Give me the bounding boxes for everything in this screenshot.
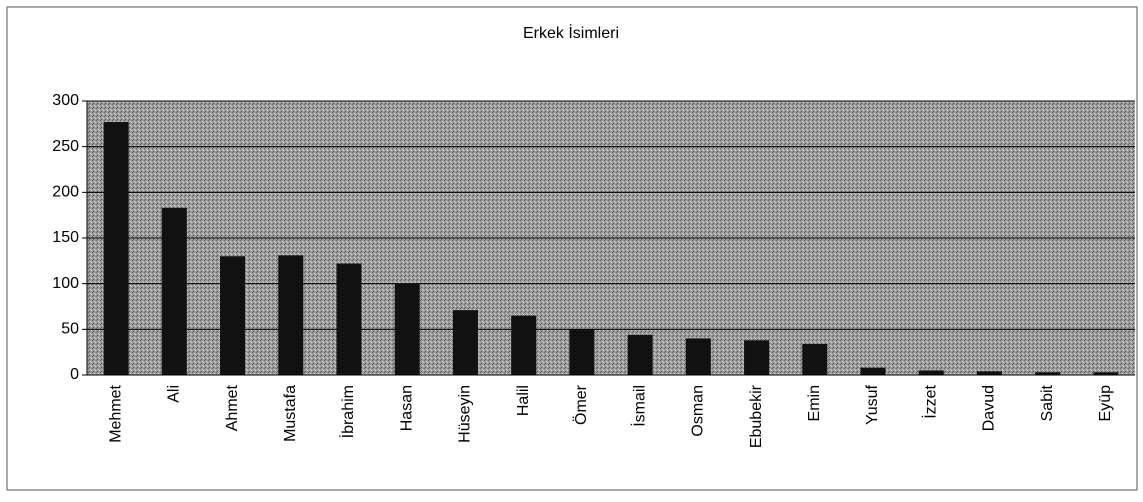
x-tick-label: Ömer [572,384,590,425]
bar [744,340,770,375]
x-tick-label: Ali [166,385,183,403]
y-tick-label: 250 [52,138,79,155]
bar [452,310,478,375]
x-tick-label: Ebubekir [748,384,765,448]
bar [685,338,711,375]
x-tick-label: Sabit [1039,384,1056,421]
y-tick-label: 300 [52,92,79,109]
bar [627,334,653,375]
bar [802,343,828,375]
bar [976,371,1002,375]
bar [511,315,537,375]
x-tick-label: İzzet [920,384,939,418]
y-tick-label: 0 [70,366,79,383]
x-tick-label: Mehmet [107,384,124,442]
x-tick-label: Osman [690,385,707,437]
y-tick-label: 150 [52,229,79,246]
bar [220,256,246,375]
bar [161,207,187,375]
x-tick-label: Hüseyin [457,385,474,443]
x-tick-label: Mustafa [282,385,299,442]
x-tick-label: İbrahim [338,385,357,438]
chart-title: Erkek İsimleri [523,23,619,42]
x-tick-label: Eyüp [1097,385,1114,422]
x-tick-label: İsmail [629,385,648,427]
x-tick-label: Yusuf [864,384,881,425]
bar [103,122,129,375]
bar [918,370,944,375]
bar [278,255,304,375]
x-tick-label: Halil [515,385,532,416]
bar [1093,372,1119,375]
bar [569,329,595,375]
bar [394,283,420,375]
bar [1035,372,1061,375]
y-tick-label: 50 [61,321,79,338]
x-tick-label: Ahmet [224,384,241,431]
x-tick-label: Emin [806,385,823,421]
bar [336,263,362,375]
x-tick-label: Davud [981,385,998,431]
y-tick-label: 100 [52,275,79,292]
bar [860,367,886,375]
y-tick-label: 200 [52,184,79,201]
x-tick-label: Hasan [398,385,415,431]
